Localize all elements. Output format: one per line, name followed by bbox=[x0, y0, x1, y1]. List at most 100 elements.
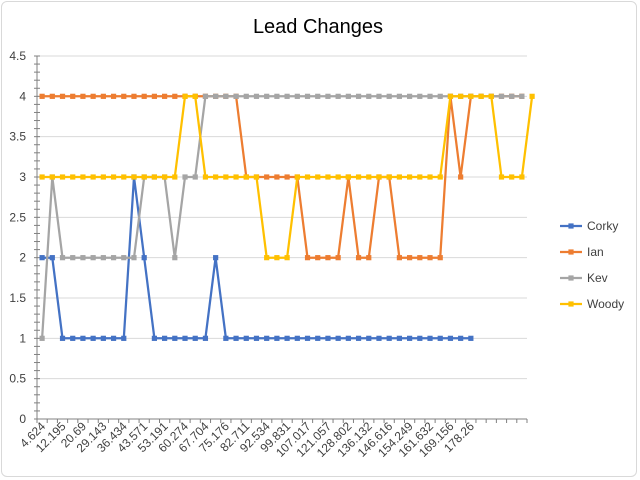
data-point bbox=[407, 335, 413, 341]
data-point bbox=[121, 174, 127, 180]
data-point bbox=[304, 174, 311, 180]
data-point bbox=[110, 93, 117, 99]
data-point bbox=[294, 335, 300, 341]
data-point bbox=[447, 93, 454, 99]
legend-swatch-marker bbox=[568, 223, 574, 229]
data-point bbox=[304, 255, 311, 261]
data-point bbox=[253, 93, 260, 99]
data-point bbox=[100, 335, 106, 341]
data-point bbox=[49, 255, 55, 261]
data-point bbox=[100, 174, 106, 180]
data-point bbox=[427, 93, 433, 99]
data-point bbox=[192, 174, 198, 180]
data-point bbox=[335, 255, 341, 261]
data-point bbox=[437, 93, 443, 99]
data-point bbox=[141, 174, 147, 180]
data-point bbox=[509, 93, 515, 99]
data-point bbox=[498, 174, 505, 180]
data-point bbox=[223, 174, 229, 180]
data-point bbox=[192, 93, 198, 99]
data-point bbox=[396, 174, 402, 180]
legend-item-corky: Corky bbox=[560, 219, 618, 233]
data-point bbox=[366, 174, 372, 180]
data-point bbox=[80, 335, 86, 341]
data-point bbox=[284, 335, 290, 341]
legend: Corky Ian Kev Woody bbox=[560, 219, 624, 311]
data-point bbox=[59, 174, 66, 180]
gridlines bbox=[37, 55, 527, 380]
data-point bbox=[325, 255, 331, 261]
data-point bbox=[162, 93, 168, 99]
data-point bbox=[100, 255, 106, 261]
data-point bbox=[335, 174, 341, 180]
data-point bbox=[427, 255, 433, 261]
legend-item-ian: Ian bbox=[560, 245, 604, 259]
data-point bbox=[519, 174, 525, 180]
data-point bbox=[121, 335, 127, 341]
data-point bbox=[447, 335, 454, 341]
data-point bbox=[345, 174, 351, 180]
data-point bbox=[396, 255, 402, 261]
data-point bbox=[213, 93, 219, 99]
data-point bbox=[233, 335, 239, 341]
data-point bbox=[70, 174, 76, 180]
data-point bbox=[458, 174, 464, 180]
series-corky bbox=[39, 174, 474, 341]
legend-swatch-marker bbox=[568, 249, 574, 255]
data-point bbox=[264, 335, 270, 341]
data-point bbox=[345, 93, 351, 99]
y-tick-label: 3 bbox=[19, 170, 26, 184]
data-point bbox=[386, 93, 392, 99]
data-point bbox=[274, 255, 280, 261]
data-point bbox=[355, 335, 362, 341]
data-point bbox=[386, 174, 392, 180]
data-point bbox=[121, 93, 127, 99]
data-point bbox=[335, 335, 341, 341]
data-point bbox=[80, 174, 86, 180]
data-point bbox=[509, 174, 515, 180]
data-point bbox=[110, 174, 117, 180]
data-point bbox=[366, 335, 372, 341]
data-point bbox=[131, 174, 137, 180]
data-point bbox=[70, 255, 76, 261]
y-tick-label: 2.5 bbox=[9, 210, 26, 224]
legend-item-woody: Woody bbox=[560, 297, 624, 311]
data-point bbox=[162, 335, 168, 341]
data-point bbox=[90, 335, 96, 341]
data-point bbox=[264, 255, 270, 261]
data-point bbox=[498, 93, 505, 99]
data-point bbox=[417, 255, 423, 261]
y-tick-label: 3.5 bbox=[9, 130, 26, 144]
data-point bbox=[172, 93, 178, 99]
data-point bbox=[70, 335, 76, 341]
data-point bbox=[468, 335, 474, 341]
y-tick-label: 4.5 bbox=[9, 49, 26, 63]
data-point bbox=[80, 93, 86, 99]
y-tick-label: 1.5 bbox=[9, 291, 26, 305]
data-point bbox=[213, 255, 219, 261]
data-point bbox=[243, 174, 249, 180]
legend-label: Corky bbox=[587, 219, 618, 233]
data-point bbox=[172, 174, 178, 180]
data-point bbox=[458, 93, 464, 99]
data-point bbox=[519, 93, 525, 99]
data-point bbox=[355, 93, 362, 99]
data-point bbox=[233, 174, 239, 180]
legend-swatch-marker bbox=[568, 301, 574, 307]
data-point bbox=[427, 174, 433, 180]
data-point bbox=[70, 93, 76, 99]
data-point bbox=[202, 174, 209, 180]
data-point bbox=[366, 255, 372, 261]
series-woody bbox=[39, 93, 535, 261]
data-point bbox=[39, 93, 45, 99]
data-point bbox=[315, 335, 321, 341]
data-point bbox=[427, 335, 433, 341]
data-point bbox=[376, 174, 382, 180]
data-point bbox=[39, 335, 45, 341]
data-point bbox=[315, 255, 321, 261]
data-point bbox=[325, 93, 331, 99]
data-point bbox=[39, 174, 45, 180]
data-point bbox=[396, 93, 402, 99]
